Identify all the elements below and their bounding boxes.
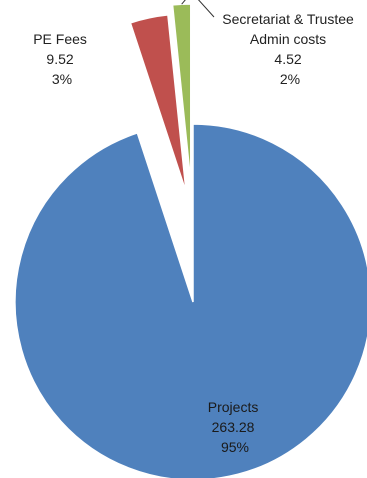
label-projects-percent: 95% xyxy=(221,439,249,455)
leader-lines xyxy=(181,0,215,18)
label-pe-fees-value: 9.52 xyxy=(46,51,73,67)
label-secretariat-value: 4.52 xyxy=(274,51,301,67)
label-secretariat-name-line2: Admin costs xyxy=(250,31,326,47)
slice-pe-fees xyxy=(129,14,187,193)
label-secretariat: Secretariat & Trustee Admin costs 4.52 2… xyxy=(222,11,357,87)
label-pe-fees-name: PE Fees xyxy=(33,31,87,47)
label-pe-fees-percent: 3% xyxy=(52,71,72,87)
pie-slices xyxy=(14,3,367,478)
label-secretariat-percent: 2% xyxy=(280,71,300,87)
label-projects-value: 263.28 xyxy=(212,419,255,435)
label-projects: Projects 263.28 95% xyxy=(208,399,262,455)
label-pe-fees: PE Fees 9.52 3% xyxy=(33,31,91,87)
leader-line-secretariat xyxy=(181,0,215,18)
label-projects-name: Projects xyxy=(208,399,259,415)
label-secretariat-name-line1: Secretariat & Trustee xyxy=(222,11,354,27)
